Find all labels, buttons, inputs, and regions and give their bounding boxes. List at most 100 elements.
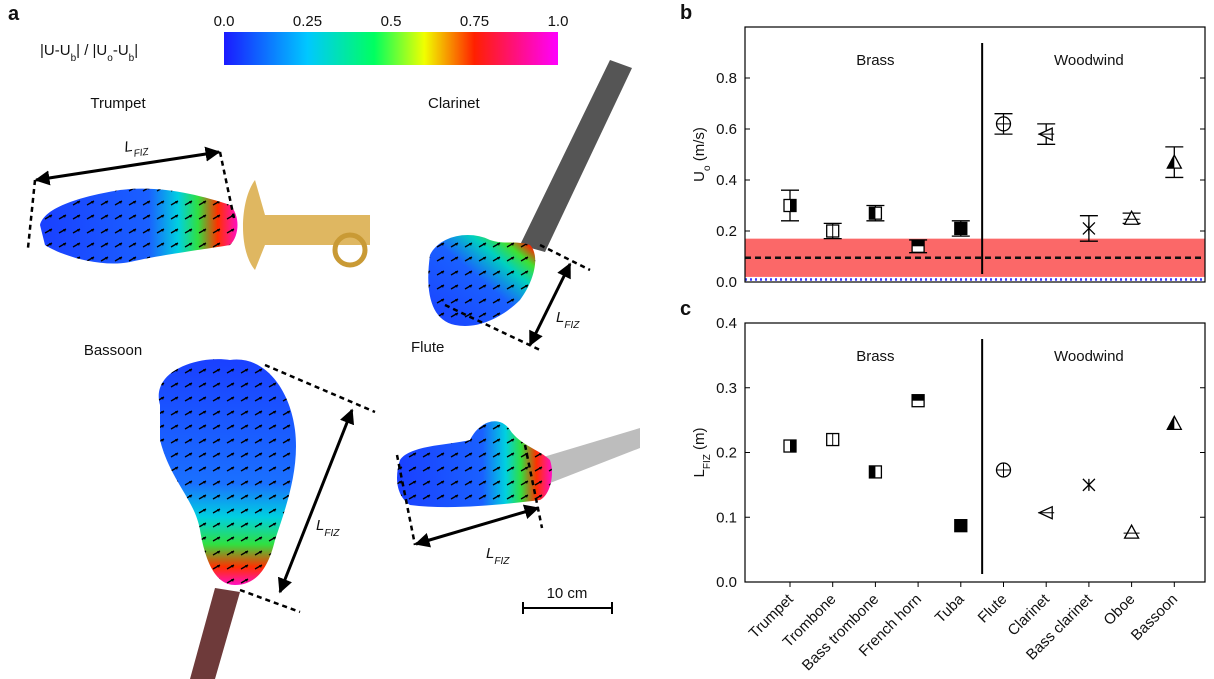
marker — [1167, 155, 1181, 168]
x-tick-label: Bassoon — [1128, 591, 1181, 644]
text-part: L — [316, 517, 324, 534]
group-label: Woodwind — [1054, 52, 1124, 69]
plot-frame — [745, 323, 1205, 582]
marker — [955, 520, 967, 532]
text-part: (m/s) — [691, 127, 708, 165]
y-tick-label: 0.1 — [716, 509, 737, 526]
x-tick-label: Tuba — [932, 590, 968, 626]
marker — [1124, 525, 1140, 538]
page: { "panel_a": { "letter": "a", "colorbar"… — [0, 0, 1214, 679]
scale-bar — [523, 602, 612, 614]
y-tick-label: 0.6 — [716, 121, 737, 138]
marker — [827, 434, 839, 446]
marker-fill — [912, 240, 924, 246]
colorbar-title: |U-Ub| / |Uo-Ub| — [40, 42, 138, 64]
marker — [784, 440, 796, 452]
marker — [784, 200, 796, 212]
instrument-label: Clarinet — [428, 95, 481, 112]
y-tick-label: 0.2 — [716, 445, 737, 462]
flute-illustration — [540, 428, 640, 485]
marker-fill — [912, 395, 924, 401]
subscript: FIZ — [133, 146, 150, 159]
instrument-label: Flute — [411, 339, 444, 356]
length-arrow — [530, 264, 570, 345]
text-part: L — [556, 309, 564, 326]
clarinet-illustration — [520, 60, 632, 252]
length-arrow — [36, 152, 219, 180]
marker-fill — [955, 222, 967, 234]
marker-line — [1083, 222, 1095, 234]
colorbar-tick-label: 0.25 — [293, 13, 322, 30]
marker — [1167, 416, 1181, 429]
marker — [955, 222, 967, 234]
text-part: U — [691, 171, 708, 182]
marker-fill — [790, 200, 796, 212]
text-part: |U-U — [40, 42, 71, 59]
x-tick-label: Bass trombone — [799, 591, 882, 674]
text-part: (m) — [691, 427, 708, 454]
marker-fill — [955, 520, 967, 532]
length-arrow — [416, 508, 538, 544]
marker — [997, 463, 1011, 477]
subscript: FIZ — [494, 556, 510, 567]
text-part: -U — [113, 42, 129, 59]
y-tick-label: 0.4 — [716, 315, 737, 332]
marker — [869, 207, 881, 219]
marker-line — [1083, 479, 1095, 491]
figure: a |U-Ub| / |Uo-Ub| 10 cm Trumpet Clarine… — [0, 0, 1214, 679]
colorbar-tick-label: 0.0 — [214, 13, 235, 30]
y-tick-label: 0.4 — [716, 172, 737, 189]
colorbar-tick-label: 1.0 — [548, 13, 569, 30]
marker — [997, 117, 1011, 131]
subscript: FIZ — [564, 320, 580, 331]
marker — [1083, 479, 1095, 491]
y-tick-label: 0.3 — [716, 380, 737, 397]
x-tick-label: Flute — [975, 591, 1011, 627]
y-axis-label: LFIZ (m) — [691, 427, 713, 477]
subscript: FIZ — [702, 454, 713, 469]
y-tick-label: 0.8 — [716, 70, 737, 87]
length-label: LFIZ — [123, 136, 150, 161]
colorbar-tick-label: 0.5 — [381, 13, 402, 30]
text-part: L — [486, 545, 494, 562]
panel-letter: a — [8, 3, 20, 25]
panel-a: a |U-Ub| / |Uo-Ub| 10 cm Trumpet Clarine… — [8, 3, 640, 679]
marker-fill — [869, 466, 875, 478]
marker-outline — [1125, 525, 1139, 538]
colorbar-tick-label: 0.75 — [460, 13, 489, 30]
colorbar — [224, 32, 558, 65]
y-tick-label: 0.2 — [716, 223, 737, 240]
instrument-label: Bassoon — [84, 342, 142, 359]
marker — [1083, 222, 1095, 234]
marker — [827, 225, 839, 237]
scale-label: 10 cm — [547, 585, 588, 602]
marker — [912, 240, 924, 252]
group-label: Woodwind — [1054, 348, 1124, 365]
x-tick-label: Oboe — [1100, 591, 1138, 629]
flow-arrows — [428, 235, 535, 326]
text-part: | — [134, 42, 138, 59]
bassoon-illustration — [190, 588, 240, 679]
flow-arrows — [159, 359, 296, 585]
y-tick-label: 0.0 — [716, 574, 737, 591]
marker — [1038, 507, 1054, 519]
y-tick-label: 0.0 — [716, 274, 737, 291]
marker-fill — [869, 207, 875, 219]
panel-letter: c — [680, 298, 691, 320]
marker — [869, 466, 881, 478]
marker-fill — [790, 440, 796, 452]
panel-letter: b — [680, 2, 692, 24]
instrument-label: Trumpet — [90, 95, 146, 112]
y-axis-label: Uo (m/s) — [691, 127, 713, 182]
subscript: FIZ — [324, 528, 340, 539]
group-label: Brass — [856, 348, 894, 365]
chart: 0.0 0.2 0.4 0.6 0.8 Uo (m/s) Brass Woodwind — [691, 27, 1205, 291]
marker — [912, 395, 924, 407]
length-label: LFIZ — [556, 309, 580, 331]
flow-arrows — [40, 189, 238, 264]
text-part: L — [691, 469, 708, 477]
group-label: Brass — [856, 52, 894, 69]
text-part: | / |U — [76, 42, 107, 59]
text-part: L — [123, 138, 134, 156]
